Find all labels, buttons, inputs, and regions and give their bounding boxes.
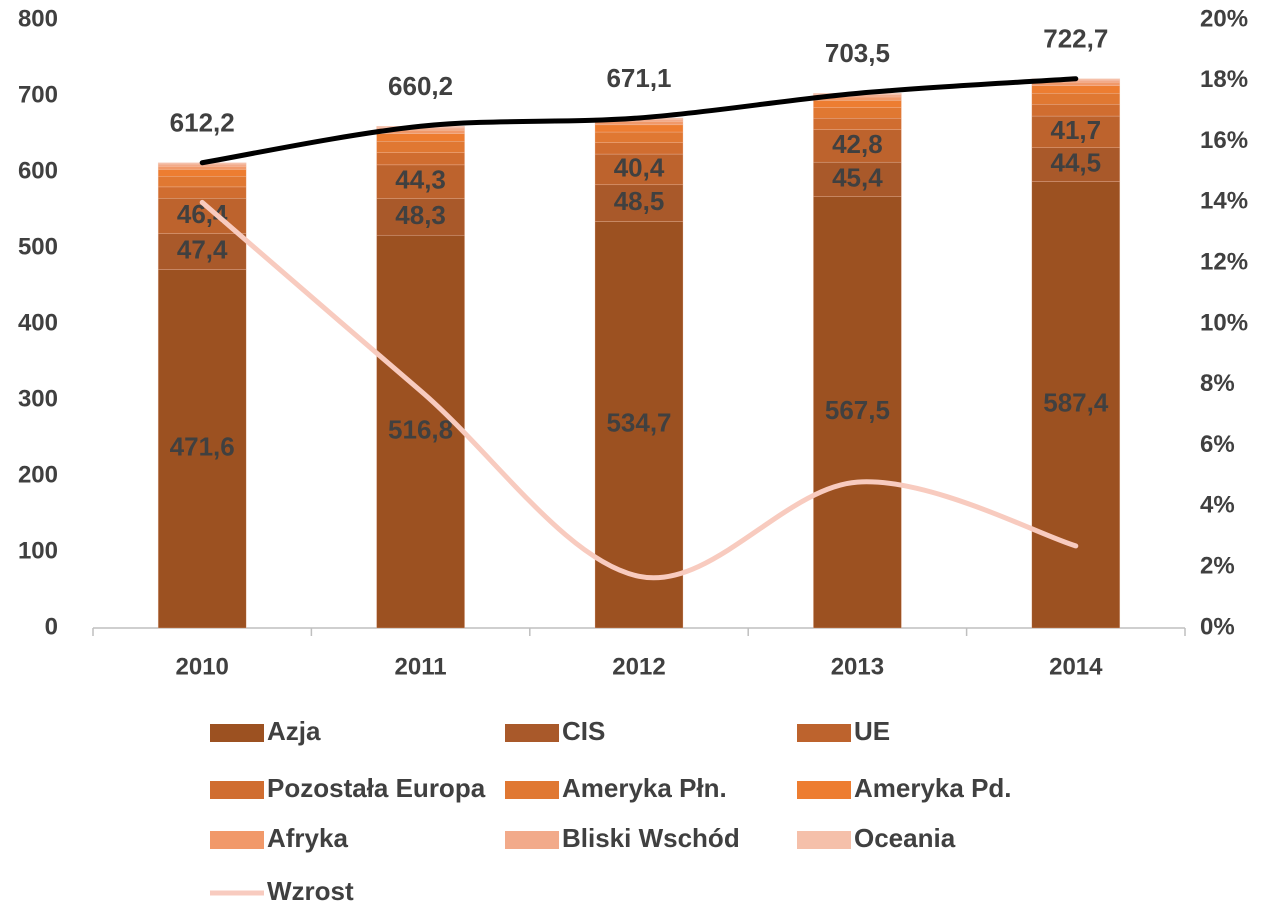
total-label: 671,1 — [606, 63, 671, 93]
legend-label: Ameryka Płn. — [562, 773, 727, 803]
total-label: 660,2 — [388, 71, 453, 101]
data-label: 44,3 — [395, 165, 446, 195]
data-label: 42,8 — [832, 129, 883, 159]
data-label: 44,5 — [1050, 148, 1101, 178]
legend-label: Pozostała Europa — [267, 773, 486, 803]
x-tick-label: 2012 — [612, 653, 665, 680]
total-line — [199, 76, 1079, 166]
bar-segment — [594, 184, 684, 222]
bar-segment — [813, 100, 902, 108]
legend-label: Bliski Wschód — [562, 823, 740, 853]
legend-swatch — [210, 724, 264, 742]
bar-segment — [594, 221, 684, 629]
data-label: 48,5 — [614, 186, 665, 216]
y-tick-label: 200 — [18, 461, 58, 488]
legend-swatch — [797, 781, 851, 799]
data-label: 567,5 — [825, 395, 890, 425]
y2-tick-label: 12% — [1200, 249, 1248, 276]
y-tick-label: 400 — [18, 309, 58, 336]
legend-swatch — [505, 781, 559, 799]
data-label: 516,8 — [388, 414, 453, 444]
legend-label: UE — [854, 716, 890, 746]
bar-segment — [376, 234, 465, 629]
legend-swatch — [210, 781, 264, 799]
bar-segment — [157, 176, 247, 188]
y2-tick-label: 6% — [1200, 431, 1235, 458]
data-label: 41,7 — [1050, 115, 1101, 145]
y-tick-label: 500 — [18, 233, 58, 260]
legend-swatch — [797, 831, 851, 849]
y2-tick-label: 2% — [1200, 553, 1235, 580]
bar-segment — [157, 166, 247, 170]
y2-tick-label: 20% — [1200, 5, 1248, 32]
bar-segment — [813, 107, 902, 119]
legend-swatch — [505, 724, 559, 742]
legend-label: Afryka — [267, 823, 348, 853]
bar-segment — [594, 153, 684, 186]
y2-tick-label: 10% — [1200, 309, 1248, 336]
legend-swatch — [797, 724, 851, 742]
bar-segment — [594, 124, 684, 133]
data-label: 534,7 — [606, 408, 671, 438]
bar-segment — [813, 129, 902, 163]
y-tick-label: 600 — [18, 157, 58, 184]
total-label: 612,2 — [170, 108, 235, 138]
data-label: 47,4 — [177, 234, 228, 264]
y-tick-label: 300 — [18, 385, 58, 412]
total-label: 703,5 — [825, 38, 890, 68]
bar-segment — [813, 196, 902, 629]
y-tick-label: 700 — [18, 81, 58, 108]
x-tick-label: 2013 — [831, 653, 884, 680]
legend-label: CIS — [562, 716, 605, 746]
bar-segment — [1031, 147, 1121, 182]
bar-segment — [376, 152, 465, 166]
y-tick-label: 100 — [18, 537, 58, 564]
bar-segment — [157, 269, 247, 629]
y-tick-label: 0 — [45, 613, 58, 640]
data-label: 45,4 — [832, 162, 883, 192]
data-label: 48,3 — [395, 200, 446, 230]
x-tick-label: 2011 — [395, 653, 447, 680]
bar-segment — [376, 133, 465, 142]
legend-label: Oceania — [854, 823, 956, 853]
y2-tick-label: 8% — [1200, 370, 1235, 397]
y2-tick-label: 4% — [1200, 492, 1235, 519]
growth-line — [199, 199, 1079, 581]
bar-segment — [376, 141, 465, 153]
bar-segment — [594, 142, 684, 155]
y2-tick-label: 16% — [1200, 127, 1248, 154]
bar-segment — [1031, 85, 1121, 94]
total-label: 722,7 — [1043, 24, 1108, 54]
data-label: 40,4 — [614, 152, 665, 182]
data-label: 471,6 — [170, 432, 235, 462]
bar-segment — [1031, 104, 1121, 117]
legend-label: Azja — [267, 716, 321, 746]
bar-segment — [1031, 93, 1121, 105]
bar-segment — [157, 186, 247, 199]
x-tick-label: 2010 — [176, 653, 229, 680]
bar-segment — [1031, 115, 1121, 149]
x-tick-label: 2014 — [1049, 653, 1103, 680]
legend-swatch — [210, 831, 264, 849]
bar-segment — [594, 131, 684, 143]
y-tick-label: 800 — [18, 5, 58, 32]
bar-segment — [1031, 181, 1121, 629]
legend-swatch — [505, 831, 559, 849]
bar-segment — [157, 233, 247, 270]
bar-segment — [157, 169, 247, 177]
bar-segment — [376, 198, 465, 236]
legend-label: Wzrost — [267, 876, 354, 906]
data-label: 587,4 — [1043, 388, 1109, 418]
bar-segment — [813, 161, 902, 197]
bar-segment — [813, 118, 902, 130]
y2-tick-label: 18% — [1200, 66, 1248, 93]
y2-tick-label: 0% — [1200, 613, 1235, 640]
legend-label: Ameryka Pd. — [854, 773, 1012, 803]
y2-tick-label: 14% — [1200, 188, 1248, 215]
